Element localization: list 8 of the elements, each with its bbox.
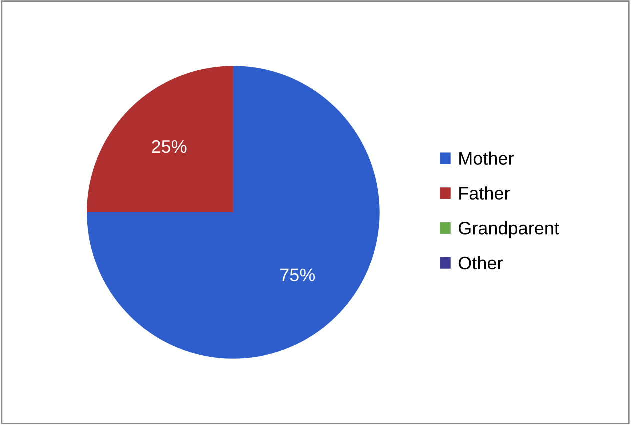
legend-label: Other <box>458 256 503 270</box>
pie-slice <box>87 66 234 212</box>
legend-label: Grandparent <box>458 222 560 238</box>
data-label: 25% <box>152 140 187 154</box>
legend-label: Father <box>460 186 510 200</box>
data-label: 75% <box>280 268 316 282</box>
legend-label: Mother <box>460 152 514 166</box>
pie-slice <box>87 66 380 359</box>
